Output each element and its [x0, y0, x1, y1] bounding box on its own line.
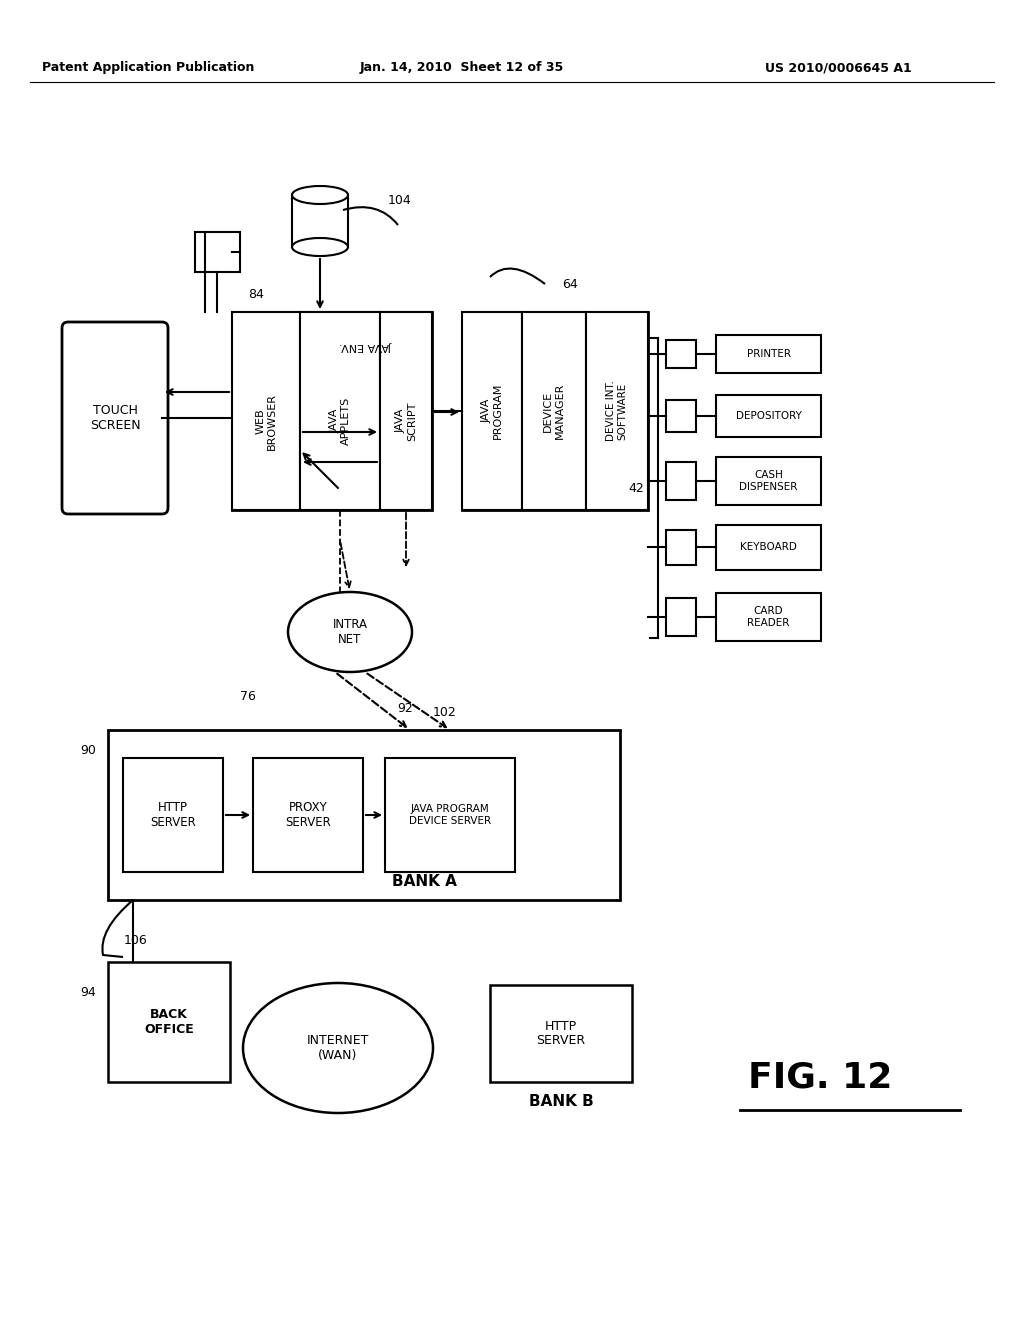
- Bar: [462, 312, 522, 510]
- Text: TOUCH
SCREEN: TOUCH SCREEN: [90, 404, 140, 432]
- Text: DEPOSITORY: DEPOSITORY: [735, 411, 802, 421]
- Bar: [666, 531, 696, 565]
- Bar: [232, 312, 432, 510]
- Text: BANK B: BANK B: [528, 1094, 593, 1110]
- Bar: [380, 312, 432, 510]
- Bar: [716, 525, 821, 570]
- Bar: [462, 312, 648, 510]
- Text: 92: 92: [397, 701, 413, 714]
- Text: WEB
BROWSER: WEB BROWSER: [255, 392, 276, 450]
- Text: 64: 64: [562, 277, 578, 290]
- FancyBboxPatch shape: [62, 322, 168, 513]
- Bar: [300, 312, 432, 380]
- Bar: [490, 985, 632, 1082]
- Bar: [666, 341, 696, 368]
- Text: INTERNET
(WAN): INTERNET (WAN): [307, 1034, 370, 1063]
- Text: CARD
READER: CARD READER: [748, 606, 790, 628]
- Bar: [108, 730, 620, 900]
- Bar: [716, 335, 821, 374]
- Text: HTTP
SERVER: HTTP SERVER: [537, 1019, 586, 1048]
- Bar: [123, 758, 223, 873]
- Text: JAVA
PROGRAM: JAVA PROGRAM: [481, 383, 503, 440]
- Text: 90: 90: [80, 743, 96, 756]
- Text: 104: 104: [388, 194, 412, 206]
- Bar: [232, 312, 300, 510]
- Bar: [108, 962, 230, 1082]
- Text: JAVA
APPLETS: JAVA APPLETS: [329, 397, 351, 445]
- Text: BACK
OFFICE: BACK OFFICE: [144, 1008, 194, 1036]
- Text: 76: 76: [240, 689, 256, 702]
- Bar: [666, 462, 696, 500]
- Text: 106: 106: [124, 933, 147, 946]
- Bar: [716, 593, 821, 642]
- Text: 84: 84: [248, 288, 264, 301]
- Text: PRINTER: PRINTER: [746, 348, 791, 359]
- Bar: [666, 598, 696, 636]
- Bar: [300, 312, 380, 510]
- Text: PROXY
SERVER: PROXY SERVER: [285, 801, 331, 829]
- Bar: [716, 457, 821, 506]
- Text: 102: 102: [433, 705, 457, 718]
- Ellipse shape: [292, 186, 348, 205]
- Text: BANK A: BANK A: [391, 874, 457, 890]
- Text: 42: 42: [628, 482, 644, 495]
- Text: INTRA
NET: INTRA NET: [333, 618, 368, 645]
- Ellipse shape: [288, 591, 412, 672]
- Bar: [522, 312, 586, 510]
- Bar: [666, 400, 696, 432]
- Text: Patent Application Publication: Patent Application Publication: [42, 62, 254, 74]
- Bar: [253, 758, 362, 873]
- Text: DEVICE
MANAGER: DEVICE MANAGER: [543, 383, 565, 440]
- Bar: [195, 232, 240, 272]
- Bar: [385, 758, 515, 873]
- Ellipse shape: [243, 983, 433, 1113]
- Bar: [292, 195, 348, 247]
- Text: 94: 94: [80, 986, 96, 998]
- Text: JAVA
SCRIPT: JAVA SCRIPT: [395, 401, 417, 441]
- Text: CASH
DISPENSER: CASH DISPENSER: [739, 470, 798, 492]
- Text: JAVA PROGRAM
DEVICE SERVER: JAVA PROGRAM DEVICE SERVER: [409, 804, 492, 826]
- Text: Jan. 14, 2010  Sheet 12 of 35: Jan. 14, 2010 Sheet 12 of 35: [359, 62, 564, 74]
- Ellipse shape: [292, 238, 348, 256]
- Bar: [586, 312, 648, 510]
- Text: HTTP
SERVER: HTTP SERVER: [151, 801, 196, 829]
- Text: FIG. 12: FIG. 12: [748, 1061, 892, 1096]
- Bar: [716, 395, 821, 437]
- Text: JAVA ENV.: JAVA ENV.: [339, 341, 392, 351]
- Text: US 2010/0006645 A1: US 2010/0006645 A1: [765, 62, 911, 74]
- Text: KEYBOARD: KEYBOARD: [740, 543, 797, 553]
- Text: DEVICE INT.
SOFTWARE: DEVICE INT. SOFTWARE: [606, 380, 628, 441]
